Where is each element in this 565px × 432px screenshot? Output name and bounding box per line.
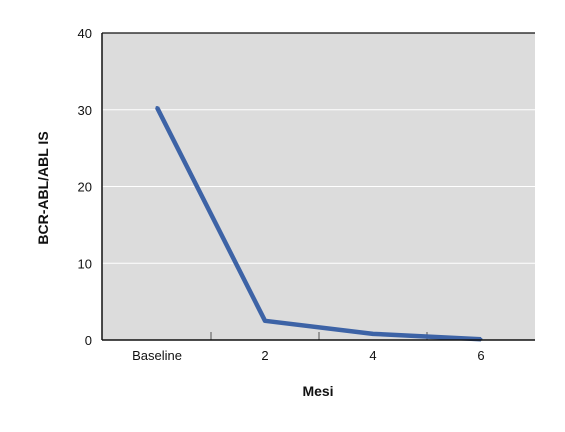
y-tick-label: 20 bbox=[78, 180, 92, 195]
y-tick-label: 30 bbox=[78, 103, 92, 118]
x-tick-label: 4 bbox=[369, 348, 376, 363]
y-tick-label: 0 bbox=[85, 333, 92, 348]
x-tick-label: 2 bbox=[261, 348, 268, 363]
data-point bbox=[263, 319, 267, 323]
y-axis: 0 10 20 30 40 bbox=[78, 26, 92, 348]
x-tick-label: 6 bbox=[477, 348, 484, 363]
x-axis-title: Mesi bbox=[302, 383, 333, 399]
y-tick-label: 40 bbox=[78, 26, 92, 41]
series-line bbox=[154, 106, 482, 342]
data-point bbox=[371, 332, 375, 336]
x-tick-label: Baseline bbox=[132, 348, 182, 363]
data-point bbox=[155, 105, 159, 109]
y-axis-title: BCR-ABL/ABL IS bbox=[35, 131, 51, 244]
gridlines bbox=[102, 32, 535, 264]
y-tick-label: 10 bbox=[78, 256, 92, 271]
